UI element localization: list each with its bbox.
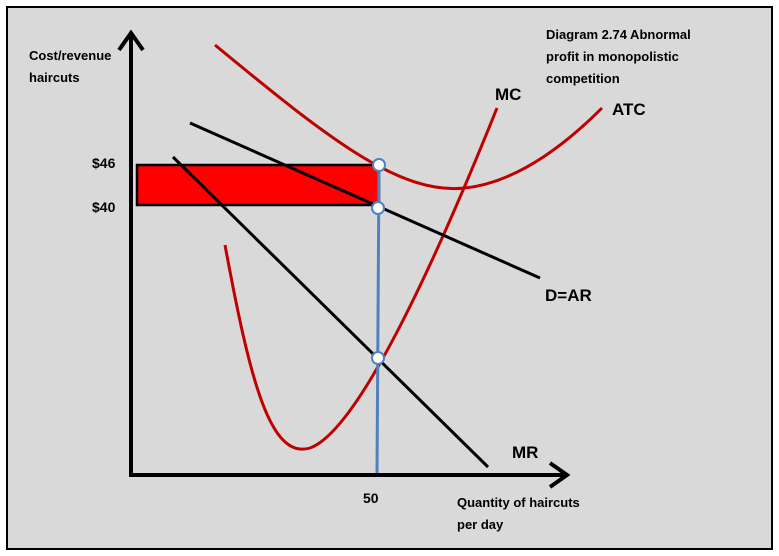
mc-curve (223, 107, 499, 451)
quantity-label: 50 (363, 490, 379, 506)
atc-point (372, 158, 386, 172)
x-axis-label-line: per day (457, 517, 504, 532)
x-axis-label: Quantity of haircuts per day (457, 492, 580, 536)
y-axis-label-line: haircuts (29, 70, 80, 85)
quantity-line (375, 164, 381, 476)
title-line: profit in monopolistic (546, 49, 679, 64)
title-line: Diagram 2.74 Abnormal (546, 27, 691, 42)
mr-label: MR (512, 443, 539, 462)
diagram-title: Diagram 2.74 Abnormal profit in monopoli… (546, 24, 691, 90)
demand-ar-line (189, 121, 541, 280)
abnormal-profit-area (135, 163, 381, 207)
price-label-46: $46 (92, 155, 116, 171)
y-axis-arrowhead (117, 29, 145, 52)
x-axis-arrowhead (548, 461, 571, 489)
demand-point (371, 201, 385, 215)
price-label-40: $40 (92, 199, 116, 215)
y-axis-label: Cost/revenue haircuts (29, 45, 111, 89)
y-axis-label-line: Cost/revenue (29, 48, 112, 63)
atc-curve (214, 43, 604, 191)
title-line: competition (546, 71, 620, 86)
mc-mr-intersection (371, 351, 385, 365)
x-axis-label-line: Quantity of haircuts (457, 495, 580, 510)
mr-line (171, 155, 490, 469)
demand-label: D=AR (545, 286, 592, 305)
diagram-frame (6, 6, 773, 550)
atc-label: ATC (612, 100, 646, 119)
mc-label: MC (495, 85, 522, 104)
